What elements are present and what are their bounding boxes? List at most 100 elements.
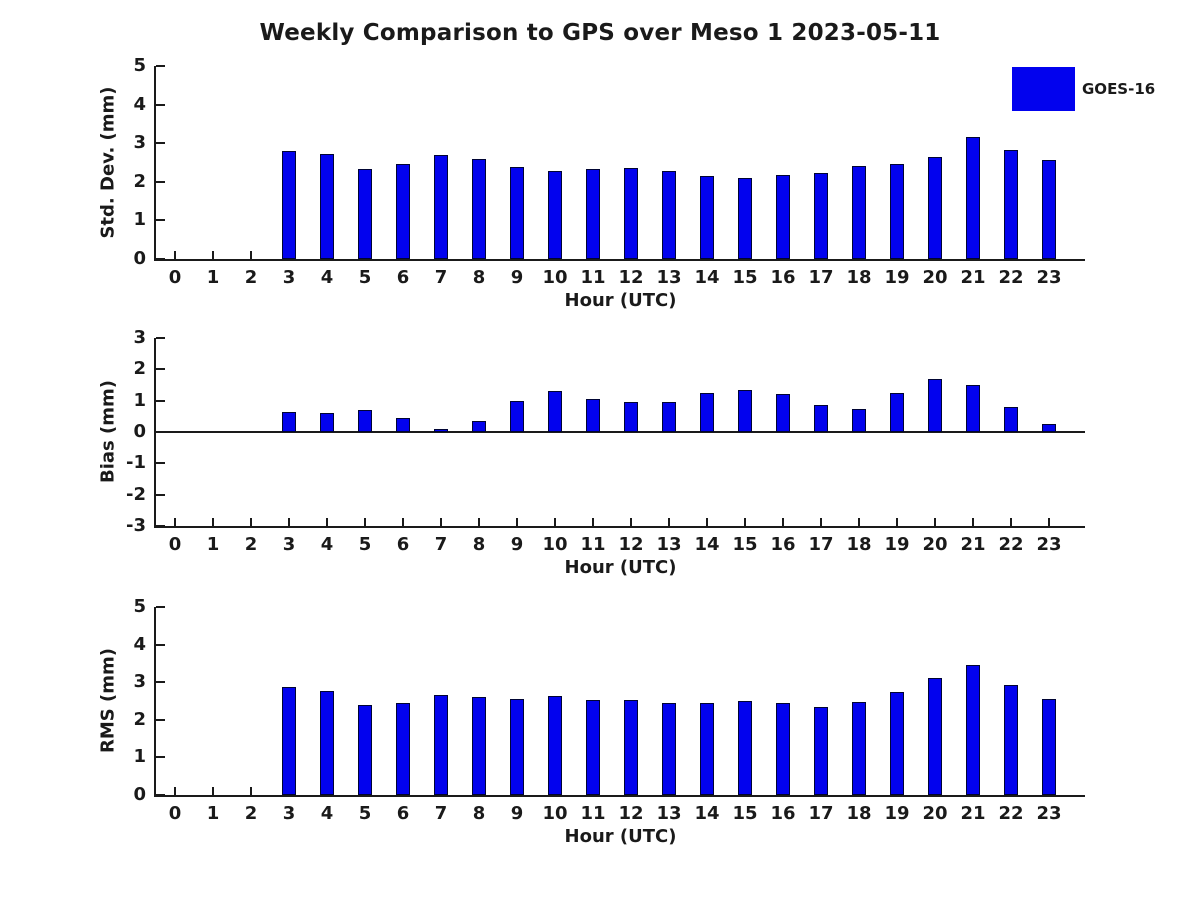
bar [928, 678, 942, 795]
bar [852, 166, 866, 259]
y-tick-label: 3 [133, 671, 146, 693]
y-tick-label: 1 [133, 209, 146, 231]
bar [472, 159, 486, 259]
x-tick-label: 21 [960, 803, 986, 824]
x-tick-label: 18 [846, 803, 872, 824]
x-tick-label: 12 [618, 534, 644, 555]
y-tick-label: 0 [133, 248, 146, 269]
y-axis-line [154, 338, 156, 528]
x-tick-label: 4 [320, 803, 334, 824]
y-tick-label: 5 [133, 596, 146, 617]
bar [814, 172, 828, 259]
x-tick [250, 251, 252, 259]
bar [320, 154, 334, 259]
x-tick [554, 518, 556, 526]
bias-plot-area: -3 -2 -1 0 1 2 3 0 1 2 3 4 5 6 7 8 9 10 11 12 13 14 15 16 17 18 19… [126, 328, 1085, 555]
x-tick-label: 12 [618, 803, 644, 824]
y-tick-label: 1 [133, 389, 146, 411]
bar [1004, 150, 1018, 259]
x-tick [1010, 518, 1012, 526]
y-tick-label: 4 [133, 93, 146, 115]
bar [776, 702, 790, 795]
bar [928, 378, 942, 432]
y-tick [156, 65, 165, 67]
bar [358, 169, 372, 259]
x-tick-label: 8 [472, 534, 486, 555]
x-tick [250, 787, 252, 795]
x-tick-label: 18 [846, 267, 872, 288]
y-tick-label: -1 [126, 452, 146, 474]
x-tick-label: 19 [884, 803, 910, 824]
x-tick [744, 518, 746, 526]
x-tick-label: 20 [922, 534, 948, 555]
bar [320, 413, 334, 432]
x-tick [174, 518, 176, 526]
x-tick-label: 9 [510, 803, 524, 824]
x-tick-label: 17 [808, 534, 834, 555]
bar [472, 697, 486, 795]
y-tick [156, 219, 165, 222]
bar [320, 690, 334, 795]
bar [1042, 698, 1056, 795]
x-tick-label: 21 [960, 534, 986, 555]
rms-x-axis-label: Hour (UTC) [564, 826, 677, 847]
x-tick-label: 20 [922, 267, 948, 288]
y-tick-label: 3 [133, 327, 146, 348]
y-tick-label: 3 [133, 132, 146, 154]
bar [966, 136, 980, 259]
x-tick [972, 518, 974, 526]
x-axis-line [154, 795, 1085, 797]
x-tick-label: 9 [510, 534, 524, 555]
bar [624, 402, 638, 432]
x-tick-label: 11 [580, 534, 606, 555]
bar [396, 417, 410, 432]
x-tick [516, 518, 518, 526]
bar [700, 176, 714, 259]
x-tick-label: 16 [770, 534, 796, 555]
bar [510, 167, 524, 259]
stddev-x-axis-label: Hour (UTC) [564, 290, 677, 311]
x-tick [668, 518, 670, 526]
bar [358, 704, 372, 795]
x-tick-label: 15 [732, 534, 758, 555]
y-tick [156, 525, 165, 527]
x-tick-label: 8 [472, 803, 486, 824]
x-tick-label: 14 [694, 534, 720, 555]
bar [852, 701, 866, 795]
bar [738, 177, 752, 259]
y-tick [156, 643, 165, 646]
x-tick-label: 22 [998, 534, 1024, 555]
bar [1042, 160, 1056, 259]
x-tick-label: 8 [472, 267, 486, 288]
y-tick [156, 368, 165, 371]
bar [928, 157, 942, 259]
y-tick-label: -3 [126, 515, 146, 536]
y-tick [156, 756, 165, 759]
x-tick-label: 2 [244, 267, 258, 288]
bar [1004, 406, 1018, 432]
x-tick-label: 19 [884, 534, 910, 555]
bar [624, 167, 638, 259]
x-tick-label: 10 [542, 534, 568, 555]
bar [396, 164, 410, 259]
x-tick [212, 518, 214, 526]
x-tick [630, 518, 632, 526]
y-tick [156, 681, 165, 684]
bar [776, 394, 790, 432]
x-tick [896, 518, 898, 526]
x-tick-label: 23 [1036, 803, 1062, 824]
rms-y-axis-label: RMS (mm) [97, 648, 119, 753]
bar [852, 408, 866, 432]
x-tick-label: 1 [206, 803, 220, 824]
x-tick-label: 1 [206, 267, 220, 288]
x-tick-label: 17 [808, 267, 834, 288]
bar [434, 428, 448, 432]
y-tick [156, 794, 165, 796]
x-tick-label: 19 [884, 267, 910, 288]
x-tick-label: 7 [434, 534, 448, 555]
y-tick-label: 5 [133, 55, 146, 76]
x-tick-label: 0 [168, 267, 182, 288]
bar [434, 155, 448, 259]
x-tick-label: 14 [694, 803, 720, 824]
